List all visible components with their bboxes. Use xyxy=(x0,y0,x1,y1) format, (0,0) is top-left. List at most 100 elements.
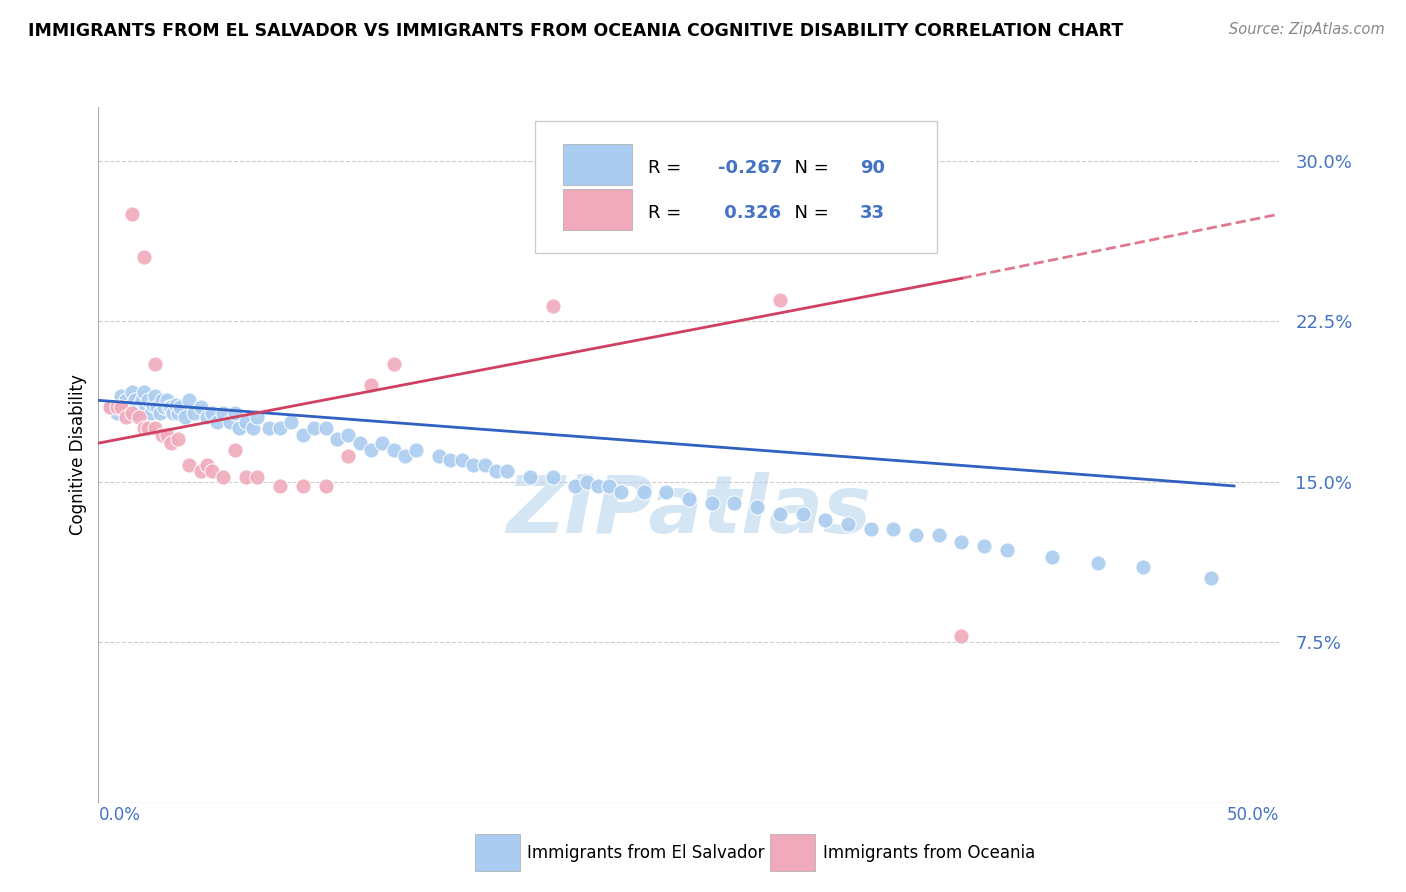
Point xyxy=(235,415,257,429)
Point xyxy=(814,513,837,527)
Point xyxy=(678,491,700,506)
FancyBboxPatch shape xyxy=(562,144,633,185)
Point xyxy=(586,479,609,493)
Point xyxy=(201,464,224,478)
Point xyxy=(121,207,143,221)
Point xyxy=(246,410,269,425)
Point xyxy=(928,528,950,542)
Point xyxy=(474,458,496,472)
Point xyxy=(201,406,224,420)
Point xyxy=(598,479,620,493)
Point xyxy=(405,442,427,457)
Text: -0.267: -0.267 xyxy=(718,160,783,178)
Point xyxy=(160,400,183,414)
Point xyxy=(769,507,792,521)
Point xyxy=(132,384,155,399)
Point xyxy=(179,458,201,472)
Point xyxy=(212,406,235,420)
Point xyxy=(973,539,995,553)
Point xyxy=(179,393,201,408)
Point xyxy=(124,393,146,408)
Point xyxy=(228,421,250,435)
Text: R =: R = xyxy=(648,204,686,222)
Point xyxy=(745,500,768,515)
Point xyxy=(139,406,162,420)
Point xyxy=(128,410,150,425)
Point xyxy=(291,427,314,442)
Point xyxy=(205,415,228,429)
Point xyxy=(1132,560,1154,574)
Point xyxy=(950,534,973,549)
Point xyxy=(173,410,195,425)
Text: Immigrants from Oceania: Immigrants from Oceania xyxy=(823,844,1035,862)
Point xyxy=(125,406,148,420)
Point xyxy=(485,464,508,478)
Point xyxy=(257,421,280,435)
Point xyxy=(655,485,678,500)
Point xyxy=(371,436,394,450)
Point xyxy=(219,415,242,429)
Point xyxy=(110,400,132,414)
Point xyxy=(723,496,745,510)
Text: ZIPatlas: ZIPatlas xyxy=(506,472,872,549)
Point xyxy=(837,517,859,532)
Point xyxy=(337,449,360,463)
Point xyxy=(153,400,176,414)
Point xyxy=(157,400,180,414)
Text: 50.0%: 50.0% xyxy=(1227,806,1279,824)
Point xyxy=(394,449,416,463)
Point xyxy=(382,442,405,457)
Point xyxy=(167,406,190,420)
Point xyxy=(165,398,187,412)
Point xyxy=(132,250,155,264)
Point xyxy=(995,543,1018,558)
Text: N =: N = xyxy=(783,204,835,222)
Point xyxy=(496,464,519,478)
Point xyxy=(439,453,461,467)
Point xyxy=(541,470,564,484)
Point xyxy=(700,496,723,510)
Point xyxy=(427,449,450,463)
Point xyxy=(792,507,814,521)
Text: 0.326: 0.326 xyxy=(718,204,782,222)
Point xyxy=(302,421,325,435)
Point xyxy=(160,436,183,450)
Point xyxy=(291,479,314,493)
Point xyxy=(183,406,205,420)
Point xyxy=(110,389,132,403)
Point xyxy=(315,479,337,493)
Point xyxy=(450,453,472,467)
Point xyxy=(150,393,173,408)
FancyBboxPatch shape xyxy=(536,121,936,253)
Point xyxy=(326,432,349,446)
Text: 90: 90 xyxy=(860,160,886,178)
Point xyxy=(114,410,136,425)
Point xyxy=(337,427,360,442)
Point xyxy=(155,427,177,442)
Point xyxy=(882,522,904,536)
Text: R =: R = xyxy=(648,160,686,178)
Point xyxy=(463,458,485,472)
Point xyxy=(610,485,633,500)
Point xyxy=(242,421,264,435)
Point xyxy=(105,400,128,414)
Point xyxy=(98,400,121,414)
Point xyxy=(224,442,246,457)
Point xyxy=(121,406,143,420)
Point xyxy=(564,479,586,493)
Point xyxy=(135,400,157,414)
Point xyxy=(280,415,302,429)
Point xyxy=(142,398,165,412)
Point xyxy=(169,400,191,414)
Point xyxy=(132,421,155,435)
Point xyxy=(114,393,136,408)
Point xyxy=(131,393,153,408)
Y-axis label: Cognitive Disability: Cognitive Disability xyxy=(69,375,87,535)
Point xyxy=(128,398,150,412)
Point xyxy=(143,389,166,403)
Text: 0.0%: 0.0% xyxy=(98,806,141,824)
Point xyxy=(167,432,190,446)
Point xyxy=(575,475,598,489)
Point xyxy=(859,522,882,536)
Point xyxy=(98,400,121,414)
